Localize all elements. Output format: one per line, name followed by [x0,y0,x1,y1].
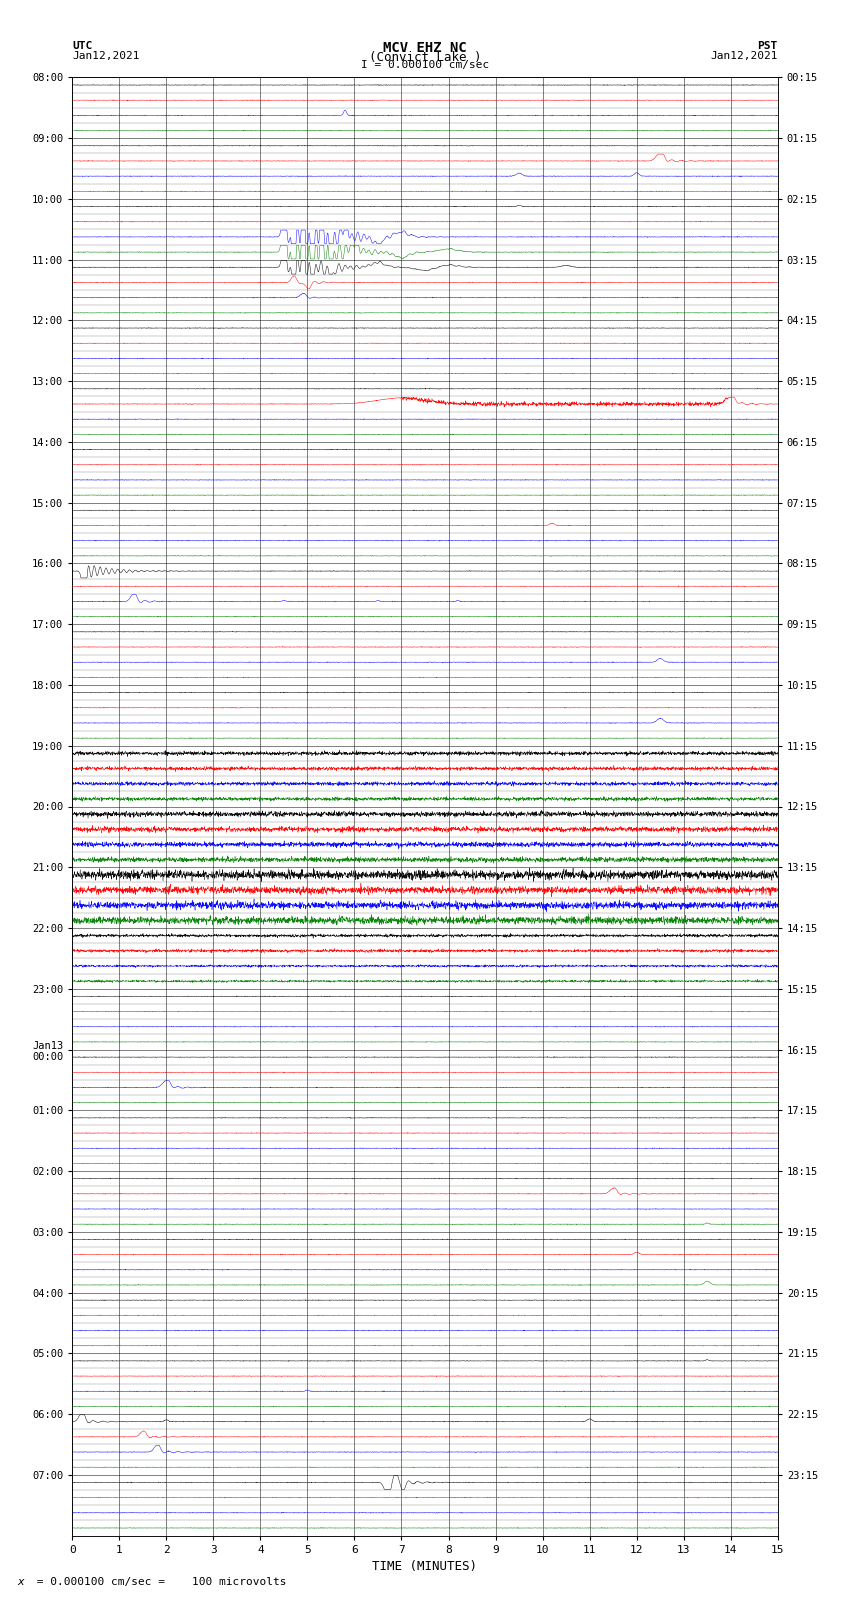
Text: Jan12,2021: Jan12,2021 [711,50,778,61]
Text: UTC: UTC [72,40,93,52]
Text: Jan12,2021: Jan12,2021 [72,50,139,61]
X-axis label: TIME (MINUTES): TIME (MINUTES) [372,1560,478,1573]
Text: x: x [17,1578,24,1587]
Text: PST: PST [757,40,778,52]
Text: = 0.000100 cm/sec =    100 microvolts: = 0.000100 cm/sec = 100 microvolts [30,1578,286,1587]
Text: (Convict Lake ): (Convict Lake ) [369,50,481,65]
Text: MCV EHZ NC: MCV EHZ NC [383,40,467,55]
Text: I = 0.000100 cm/sec: I = 0.000100 cm/sec [361,60,489,71]
